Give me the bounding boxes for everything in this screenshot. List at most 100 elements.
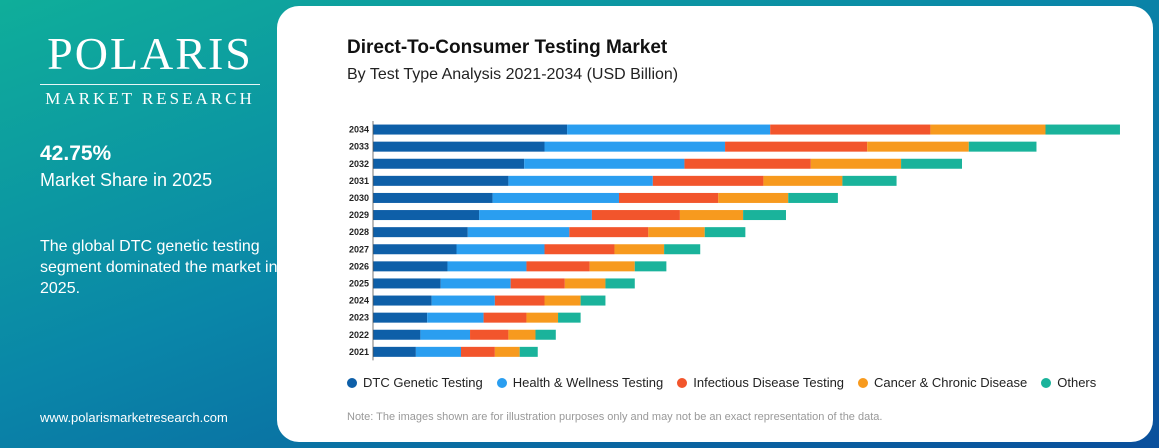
legend-item-0: DTC Genetic Testing bbox=[347, 375, 483, 390]
bar-2025-series-0 bbox=[373, 278, 441, 289]
legend-swatch bbox=[347, 377, 357, 388]
bar-2031-series-0 bbox=[373, 175, 509, 186]
year-label-2031: 2031 bbox=[349, 176, 369, 186]
bar-2029-series-3 bbox=[679, 210, 744, 221]
bar-2033-series-1 bbox=[544, 141, 726, 152]
year-label-2022: 2022 bbox=[349, 330, 369, 340]
stacked-bar-chart: 2034 2033 2032 2031 2030 2029 2028 2027 2026 2025… bbox=[349, 121, 1120, 361]
bar-2029-series-4 bbox=[743, 210, 786, 221]
bar-2026-series-4 bbox=[634, 261, 667, 272]
legend-swatch bbox=[1041, 377, 1052, 388]
bar-2030-series-1 bbox=[492, 192, 619, 203]
summary-text: The global DTC genetic testing segment d… bbox=[40, 238, 278, 297]
year-label-2021: 2021 bbox=[349, 347, 369, 357]
chart-card: Direct-To-Consumer Testing Market By Tes… bbox=[277, 6, 1153, 442]
bar-2032-series-0 bbox=[373, 158, 525, 169]
bar-2032-series-2 bbox=[684, 158, 811, 169]
bar-2021-series-4 bbox=[519, 346, 538, 357]
year-label-2032: 2032 bbox=[349, 159, 369, 169]
bar-2022-series-2 bbox=[470, 329, 509, 340]
bar-2022-series-3 bbox=[508, 329, 536, 340]
bar-2034-series-1 bbox=[567, 124, 771, 135]
bar-2033-series-2 bbox=[725, 141, 868, 152]
year-label-2026: 2026 bbox=[349, 261, 369, 271]
chart-subtitle: By Test Type Analysis 2021-2034 (USD Bil… bbox=[347, 66, 679, 83]
bar-2024-series-0 bbox=[373, 295, 432, 306]
bar-2034-series-2 bbox=[770, 124, 931, 135]
chart-legend: DTC Genetic Testing Health & Wellness Tes… bbox=[347, 375, 1096, 390]
logo-subtitle: MARKET RESEARCH bbox=[45, 89, 255, 108]
bar-2031-series-1 bbox=[508, 175, 653, 186]
bar-2028-series-4 bbox=[704, 227, 746, 238]
bar-2022-series-1 bbox=[420, 329, 471, 340]
bar-2031-series-2 bbox=[652, 175, 764, 186]
bar-2023-series-0 bbox=[373, 312, 428, 323]
bar-2023-series-4 bbox=[558, 312, 581, 323]
bar-2026-series-0 bbox=[373, 261, 448, 272]
legend-item-2: Infectious Disease Testing bbox=[677, 375, 844, 390]
legend-label: Others bbox=[1057, 375, 1097, 390]
bar-2025-series-3 bbox=[564, 278, 606, 289]
year-label-2030: 2030 bbox=[349, 193, 369, 203]
legend-label: Health & Wellness Testing bbox=[512, 375, 664, 390]
bar-2034-series-3 bbox=[930, 124, 1046, 135]
year-label-2025: 2025 bbox=[349, 278, 369, 288]
bar-2032-series-4 bbox=[901, 158, 963, 169]
bar-2033-series-0 bbox=[373, 141, 545, 152]
bar-2027-series-2 bbox=[544, 244, 615, 255]
chart-title: Direct-To-Consumer Testing Market bbox=[347, 37, 668, 58]
legend-label: Infectious Disease Testing bbox=[693, 375, 845, 390]
disclaimer-note: Note: The images shown are for illustrat… bbox=[347, 411, 883, 423]
legend-swatch bbox=[858, 377, 869, 388]
bar-2030-series-3 bbox=[718, 192, 789, 203]
bar-2028-series-2 bbox=[569, 227, 649, 238]
bar-2034-series-4 bbox=[1045, 124, 1120, 135]
bar-2030-series-4 bbox=[788, 192, 838, 203]
legend-item-1: Health & Wellness Testing bbox=[496, 375, 664, 390]
year-label-2027: 2027 bbox=[349, 244, 369, 254]
bar-2031-series-3 bbox=[763, 175, 843, 186]
logo: POLARIS MARKET RESEARCH bbox=[40, 30, 260, 109]
bar-2025-series-1 bbox=[440, 278, 511, 289]
logo-divider bbox=[40, 84, 260, 85]
bar-2029-series-0 bbox=[373, 210, 480, 221]
bar-2031-series-4 bbox=[842, 175, 897, 186]
bar-2027-series-1 bbox=[456, 244, 545, 255]
bar-2022-series-0 bbox=[373, 329, 421, 340]
bar-2025-series-2 bbox=[510, 278, 565, 289]
logo-word: POLARIS bbox=[47, 28, 253, 79]
bar-2024-series-1 bbox=[431, 295, 495, 306]
year-label-2024: 2024 bbox=[349, 296, 369, 306]
bar-2028-series-0 bbox=[373, 227, 468, 238]
legend-item-4: Others bbox=[1041, 375, 1096, 390]
year-label-2033: 2033 bbox=[349, 142, 369, 152]
market-share-label: Market Share in 2025 bbox=[40, 170, 213, 190]
year-label-2028: 2028 bbox=[349, 227, 369, 237]
bar-2028-series-3 bbox=[648, 227, 705, 238]
bar-2032-series-1 bbox=[524, 158, 685, 169]
bar-2033-series-4 bbox=[968, 141, 1037, 152]
bar-2033-series-3 bbox=[867, 141, 969, 152]
bar-2030-series-2 bbox=[618, 192, 719, 203]
website-link[interactable]: www.polarismarketresearch.com bbox=[40, 410, 228, 425]
legend-label: DTC Genetic Testing bbox=[363, 375, 483, 390]
bar-2032-series-3 bbox=[810, 158, 902, 169]
bar-2034-series-0 bbox=[373, 124, 568, 135]
legend-swatch bbox=[677, 377, 688, 388]
market-share-value: 42.75% bbox=[40, 142, 112, 165]
bar-2027-series-3 bbox=[614, 244, 665, 255]
bar-2025-series-4 bbox=[605, 278, 635, 289]
bar-2026-series-3 bbox=[589, 261, 635, 272]
bar-2026-series-2 bbox=[526, 261, 590, 272]
bar-2023-series-2 bbox=[483, 312, 527, 323]
left-panel: POLARIS MARKET RESEARCH 42.75% Market Sh… bbox=[0, 0, 300, 448]
bar-2023-series-1 bbox=[427, 312, 484, 323]
bar-2023-series-3 bbox=[526, 312, 559, 323]
bar-2024-series-2 bbox=[494, 295, 545, 306]
bar-2027-series-0 bbox=[373, 244, 457, 255]
bar-2027-series-4 bbox=[664, 244, 701, 255]
year-label-2029: 2029 bbox=[349, 210, 369, 220]
legend-label: Cancer & Chronic Disease bbox=[874, 375, 1028, 390]
bar-2028-series-1 bbox=[467, 227, 570, 238]
year-label-2023: 2023 bbox=[349, 313, 369, 323]
